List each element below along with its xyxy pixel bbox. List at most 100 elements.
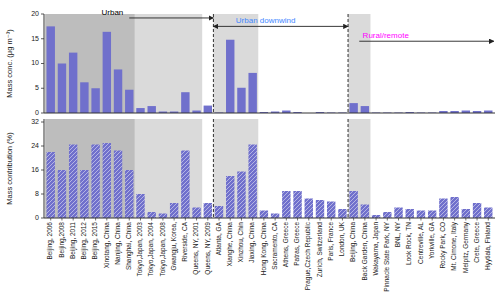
x-tick: [353, 218, 354, 221]
x-tick-label: Athens, Greece: [282, 222, 289, 268]
bars: [47, 143, 493, 218]
x-tick-label: Xianghe, China: [226, 222, 234, 267]
x-tick-label: Paris, France: [327, 222, 334, 261]
x-tick-label: BNL, NY: [394, 221, 401, 247]
bar: [204, 106, 212, 113]
bar: [237, 172, 245, 219]
bar: [361, 205, 369, 219]
x-tick: [73, 218, 74, 221]
bar: [47, 26, 55, 113]
bar: [349, 103, 357, 113]
bar: [439, 199, 447, 219]
bar: [417, 211, 425, 219]
x-tick: [477, 218, 478, 221]
bar: [125, 170, 133, 218]
x-tick-label: Mt. Cimone, Italy: [450, 221, 458, 271]
bar: [305, 199, 313, 219]
bar: [103, 32, 111, 113]
x-tick-label: Xinzhou, Chin: [237, 222, 244, 263]
x-tick: [376, 218, 377, 221]
x-tick: [50, 218, 51, 221]
x-tick: [185, 218, 186, 221]
bar: [406, 209, 414, 218]
y-tick-label: 16: [31, 166, 39, 173]
bar: [293, 191, 301, 218]
x-tick-label: Back Garden, China: [361, 222, 368, 281]
bar: [47, 152, 55, 218]
x-tick: [252, 218, 253, 221]
x-axis-line: [44, 218, 495, 219]
x-tick: [398, 218, 399, 221]
y-tick: [41, 14, 44, 15]
bar: [383, 212, 391, 218]
y-tick: [41, 113, 44, 114]
group-band: [45, 14, 135, 113]
y-tick: [41, 122, 44, 123]
x-tick: [162, 218, 163, 221]
bar: [103, 143, 111, 218]
group-separator: [348, 14, 349, 113]
group-band: [213, 119, 258, 218]
x-tick: [151, 218, 152, 221]
x-tick: [118, 218, 119, 221]
x-tick: [140, 218, 141, 221]
panel: 05101520Mass conc. (μg m⁻³)UrbanUrban do…: [5, 8, 495, 115]
bar: [147, 106, 155, 113]
x-tick: [465, 218, 466, 221]
x-tick-label: Beijing,2008: [58, 222, 66, 258]
annotation: Rural/remote: [363, 31, 410, 40]
bar: [271, 214, 279, 219]
bar: [91, 88, 99, 113]
y-tick: [41, 194, 44, 195]
bar: [226, 40, 234, 113]
bar: [192, 208, 200, 219]
group-separator: [213, 119, 214, 218]
bar: [125, 90, 133, 113]
x-tick: [106, 218, 107, 221]
y-tick: [41, 63, 44, 64]
y-tick: [41, 38, 44, 39]
x-tick-label: Beijing, 2012: [80, 222, 88, 260]
y-axis-label: Mass conc. (μg m⁻³): [5, 29, 14, 98]
y-tick: [41, 170, 44, 171]
y-tick: [41, 218, 44, 219]
x-tick-label: Queens, NY, 2009: [204, 222, 212, 275]
bar: [80, 170, 88, 218]
x-tick-label: Beijing, 2006: [46, 222, 54, 260]
group-band: [135, 14, 202, 113]
x-tick: [432, 218, 433, 221]
bar: [58, 64, 66, 114]
bar: [159, 214, 167, 219]
group-separator: [213, 14, 214, 113]
x-tick-label: Zurich, Switzerland: [316, 222, 323, 278]
bar: [91, 145, 99, 219]
group-band: [348, 119, 370, 218]
bar: [136, 108, 144, 113]
x-tick-label: Beijing, 2011: [69, 222, 77, 259]
x-tick-label: Riverside, CA: [181, 221, 188, 261]
y-tick-label: 32: [31, 118, 39, 125]
bar: [181, 151, 189, 219]
bar: [361, 106, 369, 113]
x-tick-label: Pinnacle State Park, NY: [383, 221, 390, 291]
x-tick: [275, 218, 276, 221]
x-tick: [196, 218, 197, 221]
annotation-arrow: [359, 41, 494, 42]
x-tick-label: Hong Kong, China: [260, 222, 268, 276]
bars: [47, 26, 493, 113]
bar: [260, 211, 268, 219]
x-tick-label: Beijing, China: [349, 222, 357, 262]
x-tick-label: Tokyo,Japan, 2008: [159, 222, 167, 277]
x-tick-label: Melpitz, Germany: [462, 221, 470, 273]
bar: [215, 206, 223, 218]
x-tick: [319, 218, 320, 221]
y-axis-label: Mass contribution (%): [5, 132, 14, 205]
bar: [473, 203, 481, 218]
group-band: [135, 119, 202, 218]
x-tick-label: Nanjing, China: [114, 222, 122, 265]
bar: [450, 197, 458, 218]
x-tick: [443, 218, 444, 221]
group-band: [45, 119, 135, 218]
x-tick: [129, 218, 130, 221]
x-tick: [84, 218, 85, 221]
